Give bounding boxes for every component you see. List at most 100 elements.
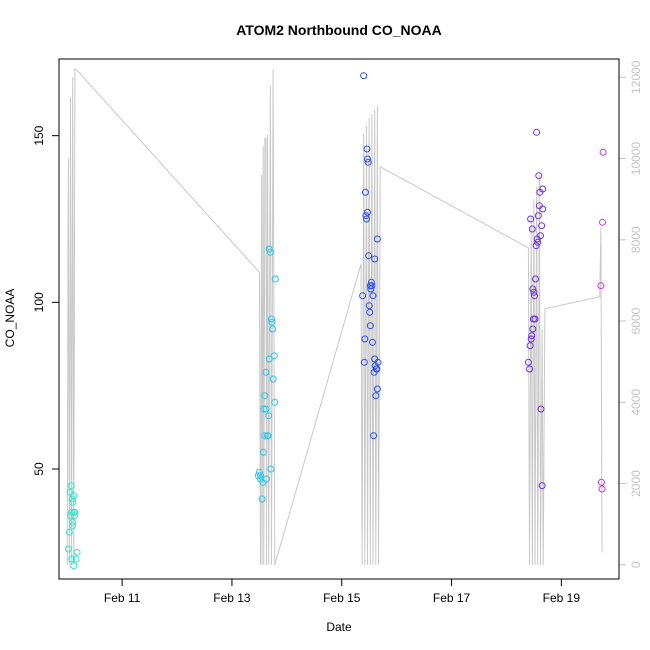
- data-point: [257, 472, 264, 480]
- data-point: [261, 432, 269, 440]
- data-point: [269, 325, 277, 333]
- data-point: [366, 322, 374, 330]
- data-point: [539, 185, 547, 193]
- data-point: [529, 285, 537, 293]
- x-tick-label: Feb 11: [104, 591, 141, 605]
- data-point: [364, 155, 371, 163]
- data-point: [69, 498, 77, 506]
- data-point: [359, 292, 367, 300]
- data-point: [532, 275, 539, 283]
- data-point: [363, 215, 370, 223]
- data-point: [261, 392, 269, 400]
- data-point: [72, 555, 80, 563]
- data-point: [526, 342, 534, 350]
- data-point: [369, 292, 377, 300]
- data-point: [69, 522, 77, 530]
- data-point: [599, 218, 606, 226]
- data-point: [268, 318, 276, 326]
- y2-tick-label: 4000: [629, 389, 643, 416]
- data-point: [67, 482, 75, 490]
- data-point: [533, 128, 541, 136]
- x-tick-label: Feb 19: [543, 591, 581, 605]
- data-point: [528, 225, 536, 233]
- data-point: [528, 332, 536, 340]
- data-point: [266, 248, 274, 256]
- data-point: [64, 545, 72, 553]
- data-point: [270, 352, 278, 360]
- data-point: [527, 335, 535, 343]
- data-point: [267, 465, 275, 473]
- data-point: [373, 365, 381, 373]
- data-point: [271, 275, 279, 283]
- data-point: [524, 358, 532, 366]
- data-point: [265, 245, 273, 253]
- data-point: [370, 432, 378, 440]
- data-point: [70, 492, 78, 500]
- data-point: [68, 495, 76, 503]
- chart-marks: Feb 11 Feb 13 Feb 15 Feb 17 Feb 19 50 100 150 0 2…: [32, 60, 643, 605]
- data-point: [65, 528, 73, 536]
- data-point: [374, 358, 382, 366]
- data-point: [367, 285, 375, 293]
- y-axis-label: CO_NOAA: [3, 289, 17, 348]
- data-point: [366, 308, 374, 316]
- data-point: [364, 158, 372, 166]
- data-point: [365, 252, 373, 260]
- data-point: [262, 405, 270, 413]
- x-tick-label: Feb 13: [213, 591, 251, 605]
- x-axis-label: Date: [326, 620, 352, 634]
- data-point: [360, 358, 368, 366]
- data-point: [534, 238, 542, 246]
- data-point: [255, 468, 263, 476]
- chart-title: ATOM2 Northbound CO_NOAA: [236, 22, 442, 38]
- data-point: [262, 368, 270, 376]
- y-tick-label: 100: [32, 292, 46, 312]
- plot-frame: [58, 58, 620, 580]
- data-point: [73, 548, 81, 556]
- data-point: [71, 508, 79, 516]
- data-point: [526, 365, 533, 373]
- data-point: [530, 288, 538, 296]
- data-point: [538, 482, 546, 490]
- data-point: [271, 398, 279, 406]
- data-point: [531, 292, 538, 300]
- data-point: [367, 278, 375, 286]
- data-point: [371, 255, 379, 263]
- y2-tick-label: 2000: [629, 470, 643, 497]
- data-point: [529, 325, 537, 333]
- data-point: [597, 478, 605, 486]
- data-point: [527, 215, 535, 223]
- x-tick-label: Feb 17: [433, 591, 471, 605]
- data-point: [538, 222, 546, 230]
- data-point: [360, 72, 368, 80]
- y-tick-label: 150: [32, 125, 46, 145]
- data-point: [70, 562, 78, 570]
- data-point: [259, 448, 267, 456]
- data-point: [268, 315, 275, 323]
- data-point: [534, 212, 542, 220]
- data-point: [373, 235, 381, 243]
- data-point: [259, 478, 267, 486]
- data-point: [361, 335, 369, 343]
- data-point: [369, 338, 376, 346]
- data-point: [599, 148, 607, 156]
- data-point: [362, 212, 370, 220]
- data-point: [539, 205, 547, 213]
- data-point: [361, 188, 369, 196]
- data-point: [364, 208, 371, 216]
- data-point: [258, 495, 266, 503]
- y2-tick-label: 0: [629, 561, 643, 568]
- y-tick-label: 50: [32, 462, 46, 476]
- data-point: [69, 518, 77, 526]
- data-point: [598, 485, 606, 493]
- data-point: [537, 232, 544, 240]
- data-point: [597, 282, 605, 290]
- y2-tick-label: 6000: [629, 307, 643, 334]
- altitude-trace-line: [66, 68, 603, 565]
- data-point: [531, 315, 539, 323]
- data-point: [532, 242, 540, 250]
- data-point: [68, 555, 76, 563]
- data-point: [363, 145, 371, 153]
